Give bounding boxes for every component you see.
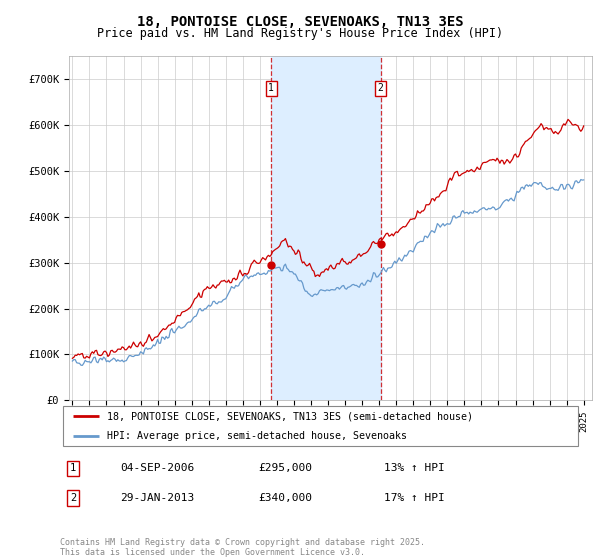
Text: 04-SEP-2006: 04-SEP-2006: [120, 464, 194, 473]
Text: 18, PONTOISE CLOSE, SEVENOAKS, TN13 3ES (semi-detached house): 18, PONTOISE CLOSE, SEVENOAKS, TN13 3ES …: [107, 411, 473, 421]
Text: 1: 1: [268, 83, 274, 93]
Text: 29-JAN-2013: 29-JAN-2013: [120, 493, 194, 503]
Text: 2: 2: [377, 83, 383, 93]
Text: 17% ↑ HPI: 17% ↑ HPI: [383, 493, 445, 503]
Text: 13% ↑ HPI: 13% ↑ HPI: [383, 464, 445, 473]
Text: HPI: Average price, semi-detached house, Sevenoaks: HPI: Average price, semi-detached house,…: [107, 431, 407, 441]
Text: £295,000: £295,000: [259, 464, 313, 473]
FancyBboxPatch shape: [62, 406, 578, 446]
Text: 2: 2: [70, 493, 76, 503]
Text: Price paid vs. HM Land Registry's House Price Index (HPI): Price paid vs. HM Land Registry's House …: [97, 27, 503, 40]
Text: 1: 1: [70, 464, 76, 473]
Bar: [271, 56, 380, 400]
Text: £340,000: £340,000: [259, 493, 313, 503]
Text: 18, PONTOISE CLOSE, SEVENOAKS, TN13 3ES: 18, PONTOISE CLOSE, SEVENOAKS, TN13 3ES: [137, 15, 463, 29]
Text: Contains HM Land Registry data © Crown copyright and database right 2025.
This d: Contains HM Land Registry data © Crown c…: [60, 538, 425, 557]
